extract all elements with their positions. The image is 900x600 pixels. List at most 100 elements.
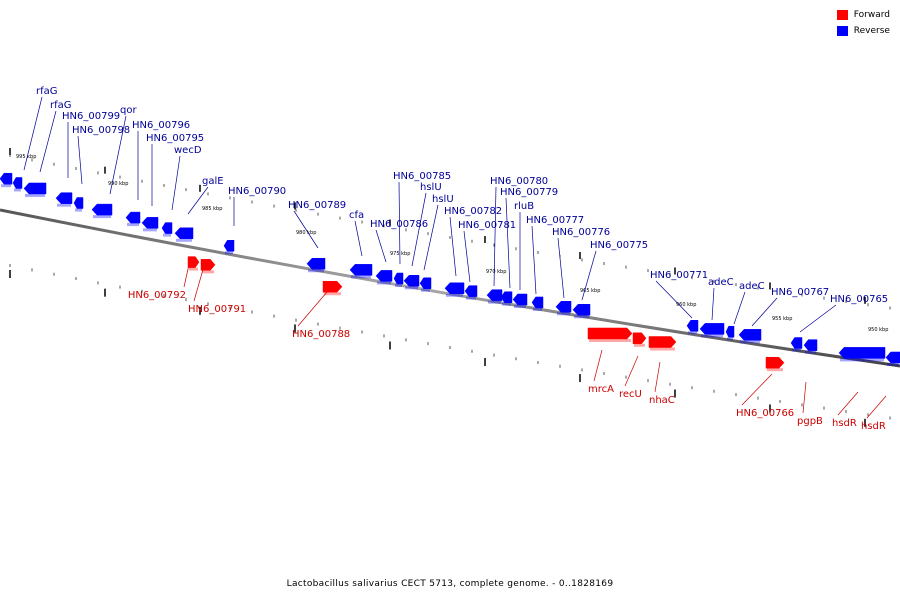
gene-feature <box>23 182 47 195</box>
label-leader <box>733 291 746 325</box>
gene-label: wecD <box>174 145 202 156</box>
gene-label: rfaG <box>36 86 58 97</box>
gene-feature-shadow <box>225 251 233 255</box>
forward-swatch <box>836 10 848 20</box>
gene-label: HN6_00779 <box>500 187 558 198</box>
gene-feature-shadow <box>446 293 463 297</box>
gene-labels: rfaGrfaGHN6_00799HN6_00798qorHN6_00796HN… <box>36 86 888 432</box>
label-leader <box>171 155 181 211</box>
gene-feature <box>838 347 886 359</box>
gene-label: HN6_00789 <box>288 200 346 211</box>
gene-feature <box>141 217 159 229</box>
gene-feature-shadow <box>25 193 45 197</box>
kbp-label: 985 kbp <box>202 206 222 212</box>
label-leader <box>837 391 859 416</box>
gene-label: HN6_00786 <box>370 219 428 230</box>
gene-label: rfaG <box>50 100 72 111</box>
gene-feature <box>648 336 677 348</box>
gene-feature-shadow <box>502 302 511 306</box>
label-leader <box>423 204 439 271</box>
gene-label: rluB <box>514 201 534 212</box>
label-leader <box>297 291 328 327</box>
gene-label: pgpB <box>797 416 823 427</box>
gene-feature <box>572 304 591 316</box>
gene-feature <box>725 325 735 338</box>
gene-label: HN6_00766 <box>736 408 794 419</box>
kbp-label: 970 kbp <box>486 269 506 275</box>
gene-label: HN6_00765 <box>830 294 888 305</box>
gene-feature-shadow <box>767 368 783 372</box>
gene-label: adeC <box>708 277 734 288</box>
gene-feature-shadow <box>792 348 801 352</box>
kbp-label: 980 kbp <box>296 230 316 236</box>
gene-feature-shadow <box>127 223 139 227</box>
label-leader <box>557 237 565 299</box>
gene-feature <box>500 291 513 303</box>
gene-feature-shadow <box>1 184 11 188</box>
kbp-label: 995 kbp <box>16 154 36 160</box>
gene-feature-shadow <box>887 362 899 366</box>
gene-feature-shadow <box>308 269 324 273</box>
gene-feature-shadow <box>202 270 214 274</box>
gene-feature-shadow <box>324 292 341 296</box>
label-leader <box>751 297 778 327</box>
gene-feature-shadow <box>514 304 526 308</box>
label-leader <box>193 265 205 302</box>
gene-feature <box>306 257 326 270</box>
gene-label: HN6_00799 <box>62 111 120 122</box>
gene-label: HN6_00796 <box>132 120 190 131</box>
gene-feature <box>512 293 528 306</box>
label-leader <box>581 250 597 301</box>
gene-feature-shadow <box>143 228 157 232</box>
label-leader <box>187 186 209 215</box>
label-leader <box>398 181 401 265</box>
label-leader <box>493 186 497 287</box>
gene-feature <box>73 197 84 209</box>
gene-feature-shadow <box>634 343 645 347</box>
gene-feature-shadow <box>405 286 418 290</box>
gene-label: HN6_00798 <box>72 125 130 136</box>
label-leader <box>293 210 319 249</box>
gene-feature <box>555 301 572 313</box>
label-leader <box>39 110 57 173</box>
gene-feature <box>187 256 200 268</box>
label-leader <box>624 355 639 387</box>
gene-label: adeC <box>739 281 765 292</box>
gene-feature <box>885 351 900 364</box>
gene-feature <box>12 177 23 189</box>
gene-feature <box>125 211 141 224</box>
gene-label: HN6_00780 <box>490 176 548 187</box>
gene-label: HN6_00785 <box>393 171 451 182</box>
gene-label: galE <box>202 176 224 187</box>
legend-forward: Forward <box>836 8 890 22</box>
gene-feature-shadow <box>533 307 542 311</box>
gene-label: HN6_00776 <box>552 227 610 238</box>
legend-reverse: Reverse <box>836 24 890 38</box>
label-leader <box>109 115 127 195</box>
reverse-swatch <box>836 26 848 36</box>
label-leader <box>741 373 773 406</box>
gene-features <box>0 172 900 372</box>
gene-label: HN6_00782 <box>444 206 502 217</box>
gene-label: HN6_00790 <box>228 186 286 197</box>
gene-feature-shadow <box>57 203 71 207</box>
kbp-label: 950 kbp <box>868 327 888 333</box>
gene-label: hslU <box>432 194 454 205</box>
gene-label: nhaC <box>649 395 675 406</box>
gene-feature-shadow <box>701 334 723 338</box>
gene-feature <box>419 277 432 289</box>
label-leader <box>593 349 603 382</box>
gene-label: mrcA <box>588 384 614 395</box>
gene-feature <box>322 280 343 293</box>
kbp-label: 960 kbp <box>676 302 696 308</box>
gene-label: HN6_00791 <box>188 304 246 315</box>
gene-feature <box>393 272 404 285</box>
gene-feature <box>464 285 478 297</box>
legend: Forward Reverse <box>836 8 890 40</box>
label-leader <box>375 229 387 263</box>
label-leader <box>449 216 457 277</box>
label-leader <box>411 192 427 267</box>
label-leader-lines <box>23 96 887 419</box>
gene-feature <box>587 327 633 340</box>
gene-feature-shadow <box>75 208 82 212</box>
